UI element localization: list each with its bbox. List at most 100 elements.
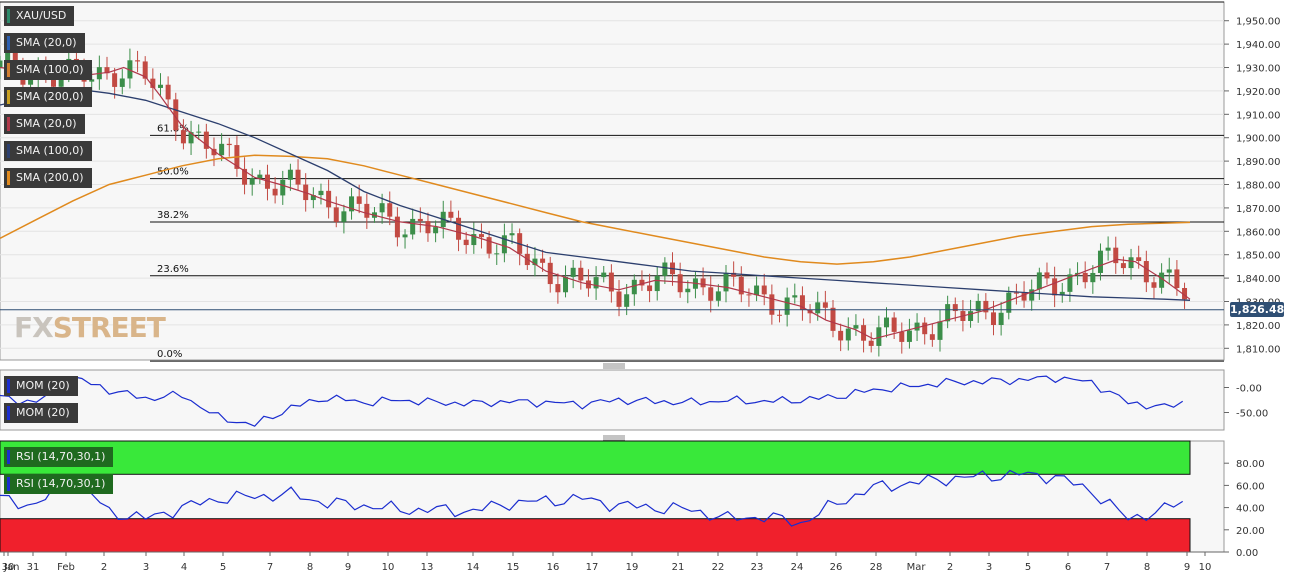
candle-bull	[715, 291, 721, 301]
candle-bear	[708, 287, 714, 301]
candle-bear	[1143, 261, 1149, 283]
candle-bear	[211, 148, 217, 156]
symbol-label[interactable]: XAU/USD	[4, 6, 75, 26]
candle-bull	[906, 330, 912, 342]
candle-bull	[196, 131, 202, 133]
x-tick-label: 19	[626, 562, 639, 573]
candle-bear	[777, 314, 783, 316]
price-tick-label: 1,820.00	[1236, 321, 1281, 332]
candle-bear	[364, 203, 370, 218]
candle-bull	[876, 327, 882, 346]
x-tick-label: 28	[870, 562, 883, 573]
rsi-label-2[interactable]: RSI (14,70,30,1)	[4, 474, 114, 494]
candle-bear	[799, 295, 805, 311]
candle-bull	[89, 79, 95, 82]
candle-bull	[257, 174, 263, 179]
sma200-label[interactable]: SMA (200,0)	[4, 87, 92, 107]
price-tick-label: 1,860.00	[1236, 227, 1281, 238]
candle-bear	[1120, 263, 1126, 269]
x-tick-label: Jan	[3, 562, 19, 573]
x-tick-label: 8	[307, 562, 313, 573]
candle-bear	[295, 169, 301, 185]
candle-bull	[945, 304, 951, 322]
candle-bear	[731, 272, 737, 277]
price-tick-label: 1,870.00	[1236, 204, 1281, 215]
x-tick-label: 3	[986, 562, 992, 573]
candle-bear	[540, 258, 546, 263]
price-tick-label: 1,900.00	[1236, 134, 1281, 145]
candle-bull	[631, 279, 637, 295]
mom-label[interactable]: MOM (20)	[4, 376, 78, 396]
sma20-label[interactable]: SMA (20,0)	[4, 33, 85, 53]
rsi-tick-label: 40.00	[1236, 504, 1265, 515]
candle-bull	[280, 179, 286, 196]
candle-bear	[1044, 272, 1050, 279]
mom-label-2[interactable]: MOM (20)	[4, 403, 78, 423]
sma100-label[interactable]: SMA (100,0)	[4, 60, 92, 80]
logo-street: STREET	[52, 311, 166, 344]
x-tick-label: 7	[267, 562, 273, 573]
candle-bull	[792, 295, 798, 298]
sma200-label-2[interactable]: SMA (200,0)	[4, 168, 92, 188]
candle-bull	[287, 169, 293, 180]
candle-bear	[746, 294, 752, 296]
candle-bull	[685, 288, 691, 293]
candle-bull	[501, 235, 507, 254]
candle-bull	[494, 253, 500, 255]
candle-bear	[142, 61, 148, 79]
x-tick-label: 15	[507, 562, 520, 573]
x-tick-label: 6	[1065, 562, 1071, 573]
candle-bull	[58, 75, 64, 87]
rsi-oversold-zone	[0, 518, 1191, 553]
x-tick-label: Mar	[907, 562, 927, 573]
candle-bull	[532, 258, 538, 266]
candle-bear	[1136, 257, 1142, 262]
candle-bull	[433, 227, 439, 234]
x-tick-label: 22	[712, 562, 725, 573]
price-tick-label: 1,880.00	[1236, 181, 1281, 192]
sma100-label-2[interactable]: SMA (100,0)	[4, 141, 92, 161]
price-pane: 1,950.00 1,940.00 1,930.00 1,920.00 1,910.00…	[0, 1, 1281, 362]
candle-bear	[1182, 288, 1188, 300]
price-plot-area	[0, 1, 1225, 361]
current-price-tag: 1,826.48	[1230, 301, 1285, 317]
x-tick-label: 4	[181, 562, 187, 573]
candle-bull	[1105, 247, 1111, 251]
candle-bear	[333, 207, 339, 222]
candle-bull	[1059, 291, 1065, 296]
candle-bear	[135, 60, 141, 62]
candle-bull	[318, 190, 324, 196]
momentum-line	[0, 375, 1184, 427]
candle-bull	[563, 276, 569, 293]
candle-bear	[838, 330, 844, 341]
candle-bear	[1113, 247, 1119, 264]
candle-bear	[547, 262, 553, 285]
candle-bull	[349, 196, 355, 212]
candle-bear	[1052, 278, 1058, 296]
candle-bear	[203, 131, 209, 149]
candle-bull	[1090, 272, 1096, 283]
x-tick-label: 9	[345, 562, 351, 573]
x-tick-label: 17	[586, 562, 599, 573]
fib-label: 23.6%	[157, 264, 189, 275]
candle-bear	[478, 234, 484, 238]
candle-bull	[28, 79, 34, 85]
rsi-line	[0, 469, 1184, 527]
sma200-line	[0, 154, 1191, 265]
candle-bull	[119, 78, 125, 87]
sma100-line	[0, 87, 1191, 301]
candle-bull	[5, 51, 11, 61]
x-tick-label: 16	[547, 562, 560, 573]
candle-bull	[0, 60, 3, 68]
candle-bull	[188, 132, 194, 144]
sma20-label-2[interactable]: SMA (20,0)	[4, 114, 85, 134]
x-tick-label: 30	[2, 562, 15, 573]
fib-label: 50.0%	[157, 167, 189, 178]
x-tick-label: 5	[1025, 562, 1031, 573]
rsi-label[interactable]: RSI (14,70,30,1)	[4, 447, 114, 467]
candle-bear	[150, 78, 156, 88]
candle-bull	[845, 328, 851, 341]
x-tick-label: 10	[382, 562, 395, 573]
candle-bear	[700, 278, 706, 288]
